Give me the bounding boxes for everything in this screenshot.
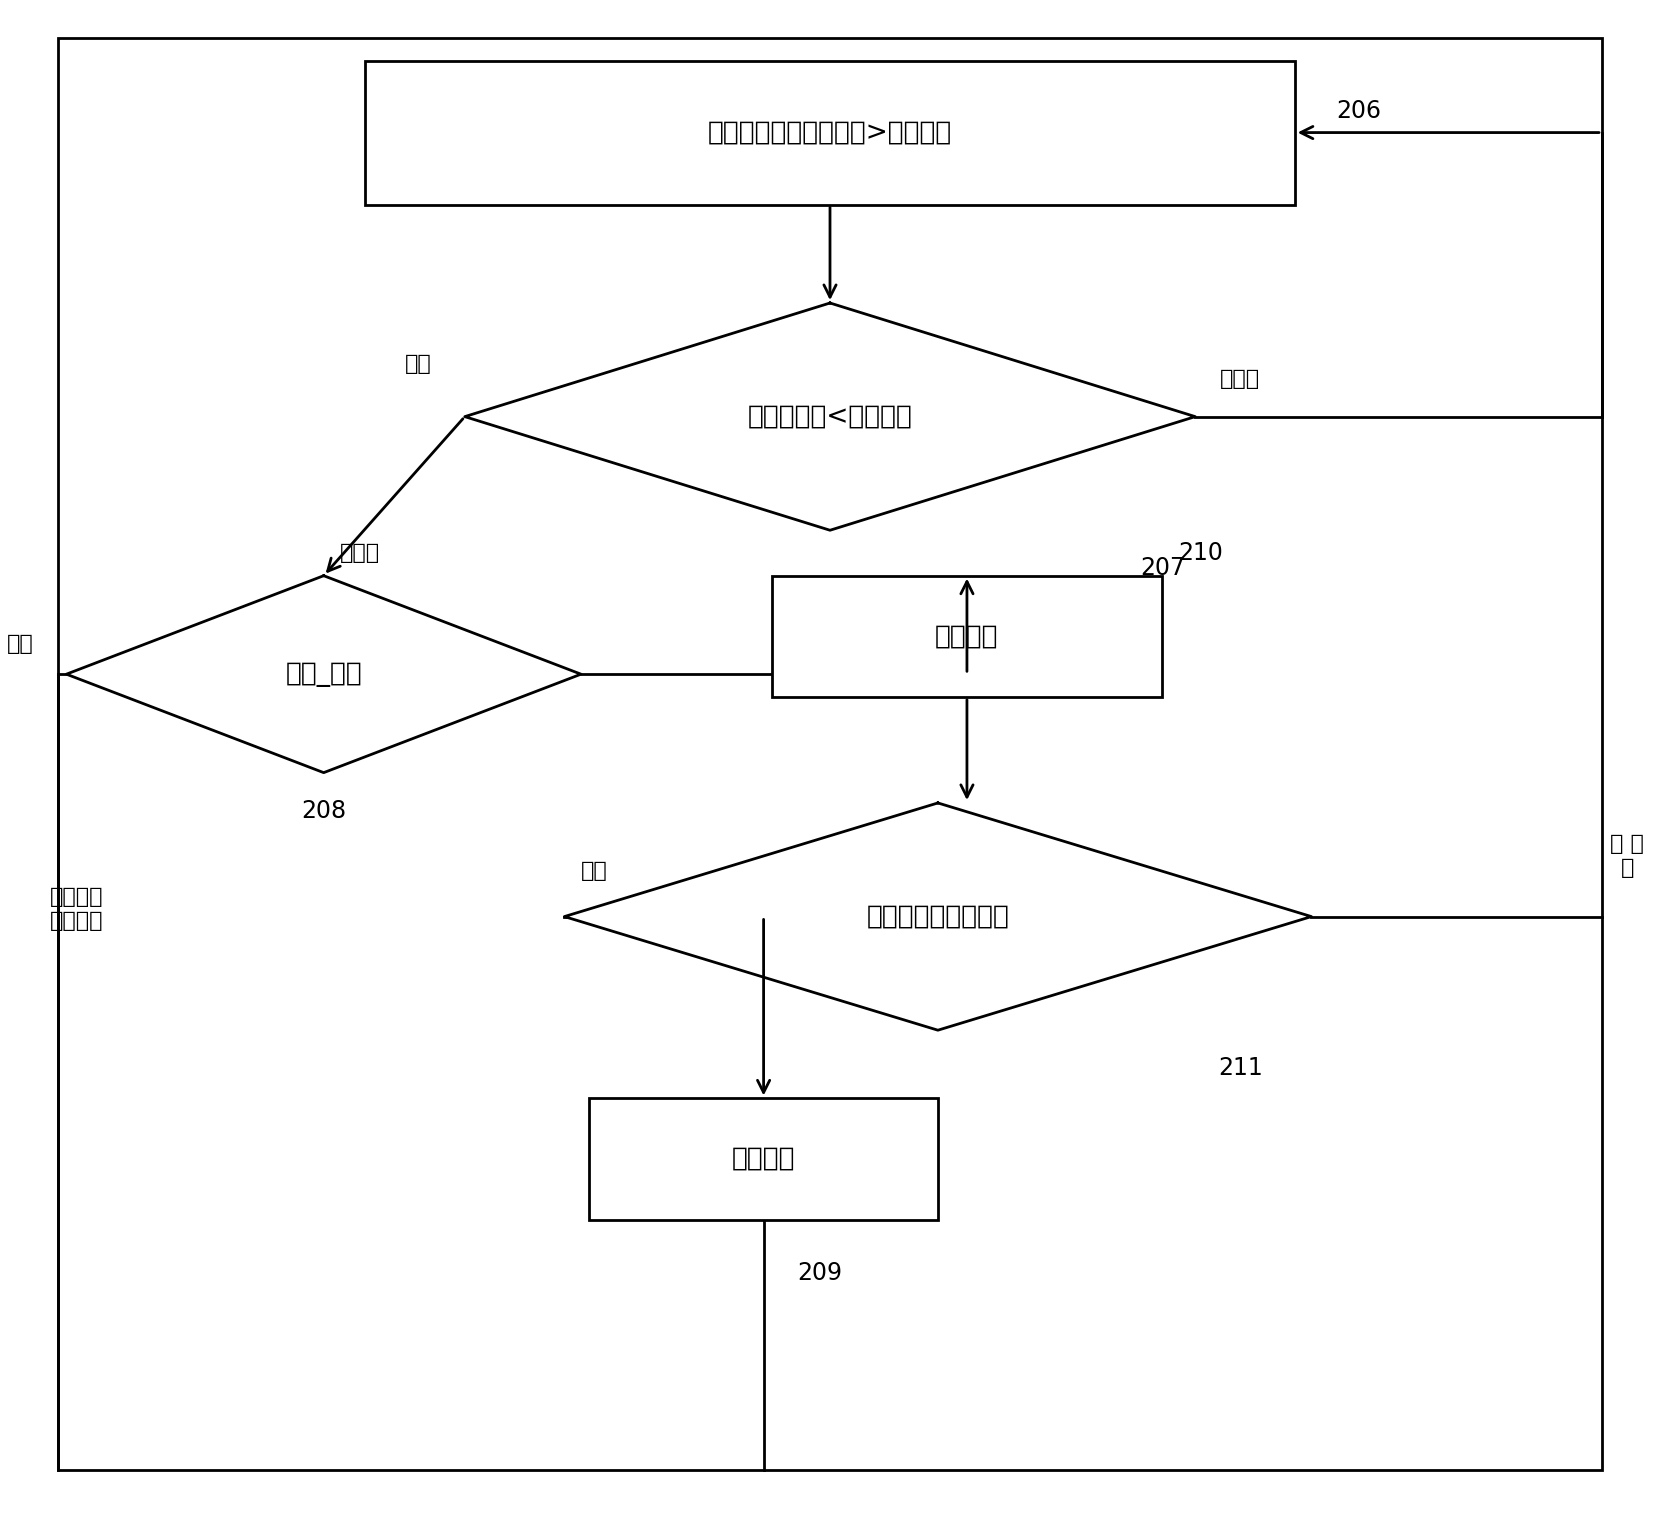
Bar xyxy=(772,576,1162,697)
Text: 车辆的速度<第一阈值: 车辆的速度<第一阈值 xyxy=(747,403,913,430)
Text: 206: 206 xyxy=(1336,98,1381,123)
Text: 驾驶者激活加速蹏板: 驾驶者激活加速蹏板 xyxy=(867,903,1009,930)
Text: 启动引擎: 启动引擎 xyxy=(732,1145,795,1173)
Polygon shape xyxy=(465,303,1195,530)
Bar xyxy=(589,1098,938,1220)
Text: 正确: 正确 xyxy=(405,353,432,374)
Text: 211: 211 xyxy=(1218,1056,1263,1080)
Bar xyxy=(365,61,1295,205)
Text: 正确: 正确 xyxy=(581,861,608,882)
Text: 208: 208 xyxy=(300,798,347,823)
Text: 正确: 正确 xyxy=(7,633,33,654)
Text: 209: 209 xyxy=(797,1260,842,1285)
Polygon shape xyxy=(564,803,1311,1030)
Text: 引擎运转；车辆的速度>第一阈值: 引擎运转；车辆的速度>第一阈值 xyxy=(707,120,953,145)
Text: 210: 210 xyxy=(1179,541,1223,565)
Polygon shape xyxy=(66,576,581,773)
Text: 停止引擎: 停止引擎 xyxy=(935,623,999,650)
Text: 不正确: 不正确 xyxy=(340,542,380,564)
Text: 207: 207 xyxy=(1140,556,1185,580)
Text: 不 正
确: 不 正 确 xyxy=(1610,835,1643,877)
Text: 允许引擎
继续运转: 允许引擎 继续运转 xyxy=(50,888,103,930)
Text: 停止_抑制: 停止_抑制 xyxy=(286,661,362,688)
Text: 不正确: 不正确 xyxy=(1220,368,1260,389)
